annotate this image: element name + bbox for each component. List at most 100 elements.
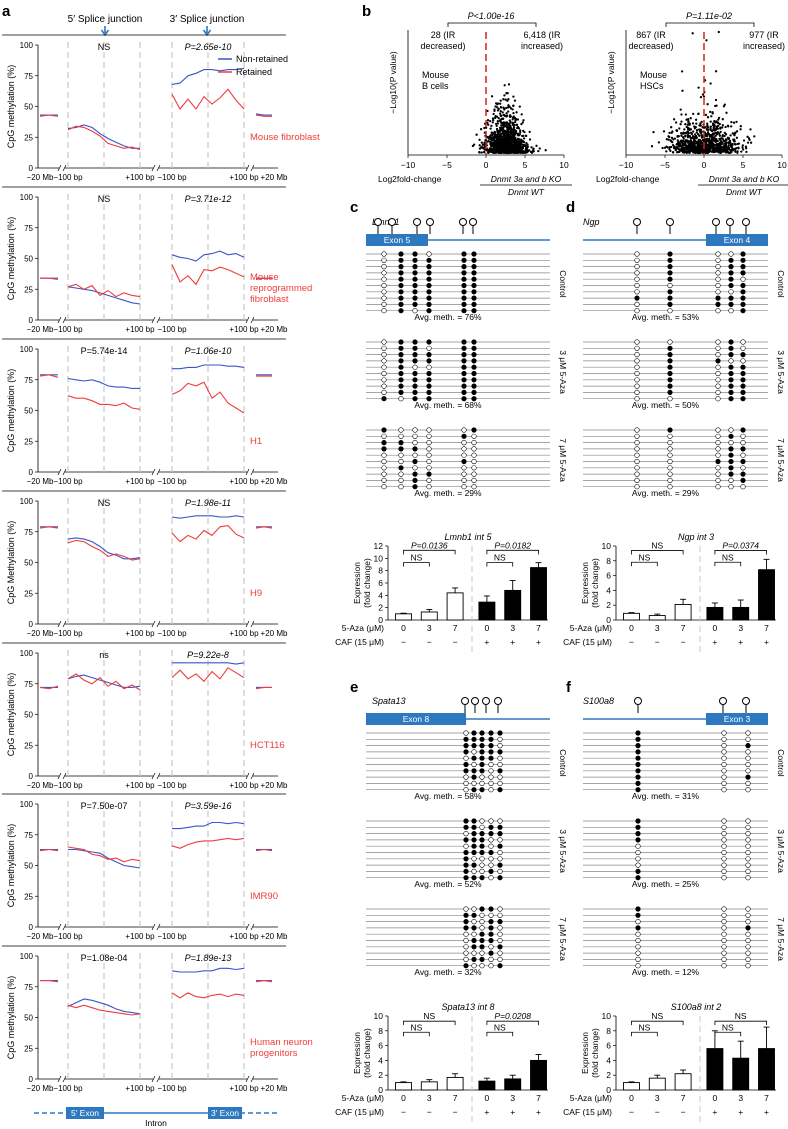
cpg-unmethylated — [471, 452, 477, 458]
cpg-methylated — [740, 295, 746, 301]
data-point — [492, 151, 495, 154]
cpg-methylated — [667, 301, 673, 308]
cpg-unmethylated — [721, 768, 727, 774]
cpg-unmethylated — [497, 736, 503, 742]
data-point — [715, 104, 718, 107]
data-point — [691, 32, 694, 35]
y-tick-label: 25 — [24, 285, 33, 294]
cpg-unmethylated — [715, 433, 721, 439]
caf-label: CAF (15 μM) — [563, 637, 612, 647]
data-point — [489, 147, 493, 150]
aza-value: 0 — [401, 623, 406, 633]
caf-value: − — [453, 637, 458, 647]
significance-label: P=0.0136 — [411, 540, 448, 550]
cpg-unmethylated — [497, 780, 503, 787]
exon-box — [366, 713, 466, 725]
cpg-unmethylated — [745, 730, 751, 736]
y-tick-label: 50 — [24, 407, 33, 416]
cpg-unmethylated — [740, 339, 746, 345]
cpg-unmethylated — [398, 477, 404, 484]
data-point — [710, 139, 713, 142]
retained-line — [40, 277, 59, 280]
retained-line — [171, 88, 245, 110]
data-point — [707, 139, 710, 142]
data-point — [749, 128, 752, 131]
retained-line — [39, 526, 59, 529]
data-point — [701, 146, 704, 150]
cpg-site-icon — [461, 697, 469, 705]
cpg-unmethylated — [745, 780, 751, 787]
cpg-unmethylated — [426, 484, 432, 490]
cpg-methylated — [398, 389, 404, 396]
data-point — [497, 129, 500, 132]
data-point — [502, 106, 505, 109]
cpg-methylated — [715, 358, 721, 364]
x-tick-label: −100 bp — [157, 932, 187, 941]
cpg-unmethylated — [479, 950, 485, 956]
cpg-methylated — [461, 289, 467, 295]
data-point — [680, 70, 684, 73]
x-tick-label: +20 Mb — [261, 629, 288, 638]
axis-break-icon — [151, 923, 161, 931]
aza-label: 5-Aza (μM) — [342, 1093, 384, 1103]
data-point — [491, 137, 494, 140]
cpg-unmethylated — [634, 257, 640, 263]
cpg-unmethylated — [721, 868, 727, 875]
cpg-unmethylated — [497, 912, 503, 918]
x-tick-label: +100 bp — [229, 781, 259, 790]
data-point — [498, 137, 502, 140]
p-value-3: P=1.89e-13 — [185, 953, 232, 963]
data-point — [732, 121, 736, 124]
axis-break-icon — [57, 316, 67, 324]
data-point — [490, 131, 493, 134]
data-point — [709, 120, 712, 123]
aza-label: 5-Aza (μM) — [570, 623, 612, 633]
data-point — [478, 151, 481, 154]
cpg-methylated — [412, 446, 418, 452]
data-point — [714, 127, 718, 130]
cpg-methylated — [461, 251, 467, 257]
data-point — [719, 142, 722, 145]
cpg-unmethylated — [667, 452, 673, 458]
y-title-line: (fold change) — [590, 1028, 600, 1078]
data-point — [494, 122, 498, 126]
data-point — [697, 112, 700, 115]
cpg-methylated — [740, 389, 746, 396]
cpg-methylated — [471, 862, 477, 868]
cpg-unmethylated — [412, 364, 418, 370]
cpg-unmethylated — [740, 358, 746, 364]
p-value-5: P=1.08e-04 — [81, 953, 128, 963]
cpg-unmethylated — [398, 458, 404, 465]
data-point — [741, 144, 744, 147]
significance-bracket — [403, 1020, 456, 1026]
line-chart-5: 0 25 50 75 100 P=7.50e-07 P=3.59e-16 IMR90 CpG m… — [2, 793, 288, 941]
cpg-unmethylated — [398, 433, 404, 439]
cpg-methylated — [471, 383, 477, 389]
data-point — [504, 150, 507, 153]
data-point — [709, 125, 712, 128]
cpg-unmethylated — [471, 440, 477, 446]
cpg-unmethylated — [497, 849, 503, 856]
cell-type-title: Mouse reprogrammed fibroblast — [250, 272, 312, 305]
y-tick-label: 25 — [24, 892, 33, 901]
cpg-methylated — [398, 282, 404, 289]
cpg-methylated — [497, 875, 503, 881]
cpg-methylated — [740, 370, 746, 377]
cpg-site-icon — [742, 697, 750, 705]
data-point — [735, 136, 739, 139]
cpg-methylated — [398, 377, 404, 383]
bar — [530, 567, 547, 621]
cell-type-title: HCT116 — [250, 740, 285, 751]
bar-chart-title: Spata13 int 8 — [441, 1002, 494, 1012]
data-point — [521, 147, 524, 150]
data-point — [685, 144, 689, 148]
cpg-methylated — [398, 446, 404, 452]
x-tick-label: +20 Mb — [261, 1084, 288, 1093]
cpg-unmethylated — [488, 912, 494, 918]
cpg-unmethylated — [721, 862, 727, 868]
x-tick-label: −100 bp — [53, 629, 83, 638]
cpg-methylated — [398, 352, 404, 358]
data-point — [489, 149, 493, 152]
